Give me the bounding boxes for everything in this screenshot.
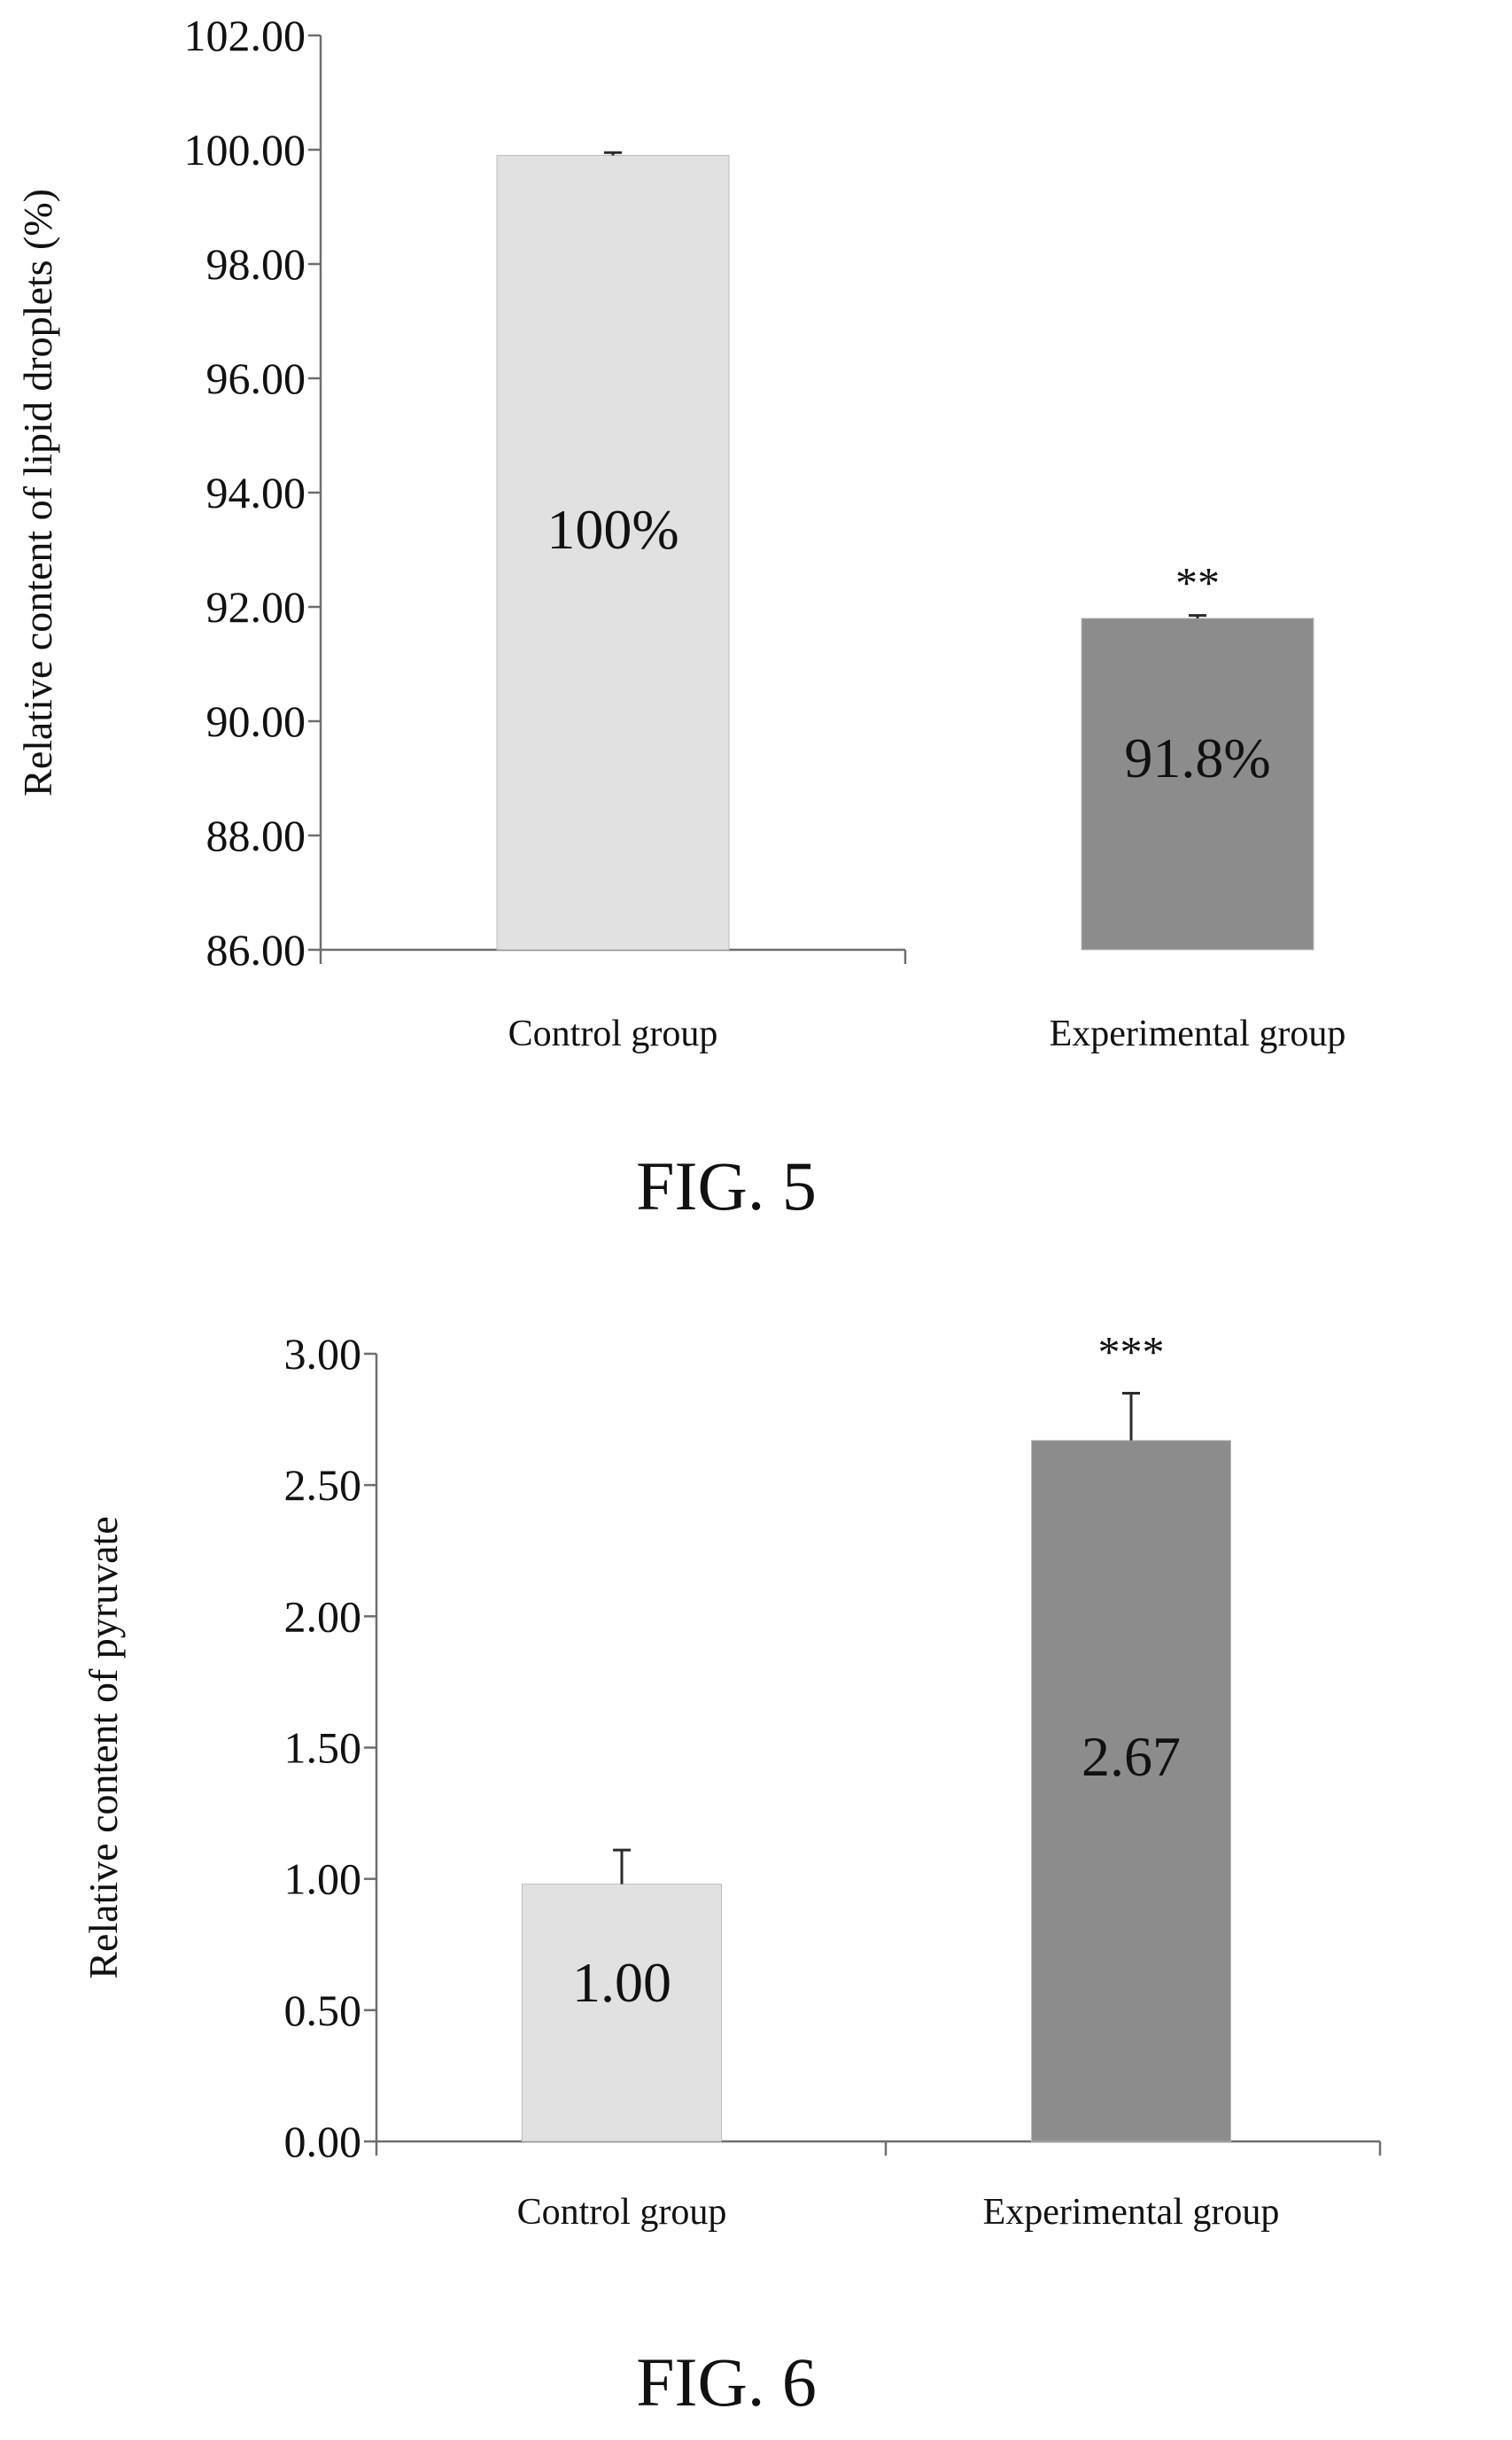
data-label: 1.00 [572,1951,671,2014]
significance-marker: ** [1175,558,1220,608]
pyruvate-chart: 0.00 0.50 1.00 1.50 2.00 2.50 3.00 Relative con… [81,1326,1382,2233]
y-tick-label: 2.50 [284,1460,362,1510]
y-tick-label: 102.00 [184,11,306,60]
y-tick-label: 0.50 [284,1985,362,2035]
y-tick-label: 100.00 [184,125,306,175]
y-tick-label: 1.50 [284,1723,362,1773]
y-axis-label: Relative content of lipid droplets (%) [15,189,60,796]
x-category-label: Experimental group [983,2192,1280,2233]
data-label: 100% [547,498,678,561]
y-tick-label: 86.00 [206,925,306,975]
y-tick-label: 3.00 [284,1329,362,1379]
y-tick-label: 98.00 [206,239,306,289]
bar-control [496,154,730,951]
y-tick-label: 90.00 [206,696,306,746]
y-axis-label: Relative content of pyruvate [81,1516,126,1978]
data-label: 91.8% [1124,727,1270,789]
data-label: 2.67 [1082,1725,1181,1788]
bar-experimental [1031,1440,1231,2142]
y-tick-label: 1.00 [284,1854,362,1904]
bar-experimental [1081,618,1314,951]
fig-6-caption: FIG. 6 [636,2343,817,2421]
x-category-label: Control group [508,1014,718,1054]
significance-marker: *** [1098,1326,1165,1376]
x-category-label: Control group [517,2192,727,2233]
y-tick-label: 92.00 [206,582,306,632]
bar-control [522,1884,722,2142]
fig-5-caption: FIG. 5 [636,1147,817,1224]
y-tick-label: 94.00 [206,468,306,517]
y-tick-label: 0.00 [284,2117,362,2166]
y-tick-label: 88.00 [206,811,306,860]
y-tick-label: 96.00 [206,354,306,403]
x-category-label: Experimental group [1050,1014,1346,1054]
y-tick-label: 2.00 [284,1591,362,1641]
lipid-droplets-chart: 86.00 88.00 90.00 92.00 94.00 96.00 98.00 100.0… [15,11,1345,1054]
